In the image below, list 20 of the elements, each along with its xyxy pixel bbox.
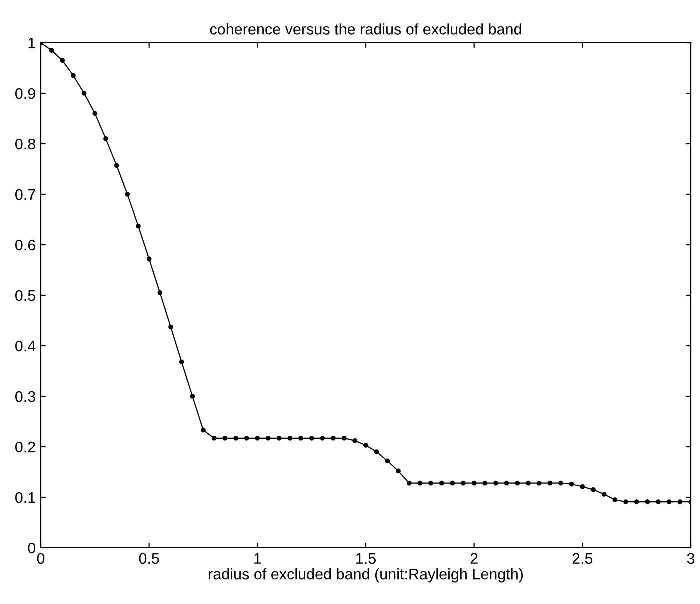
x-axis-title: radius of excluded band (unit:Rayleigh Length) [209,568,524,583]
x-tick-label: 1 [254,553,262,564]
y-tick-label: 0.1 [16,492,36,504]
x-tick-label: 0 [37,553,45,564]
y-tick-label: 0.3 [16,391,36,402]
y-tick-label: 0.5 [16,290,36,302]
x-tick-label: 0.5 [139,553,160,564]
y-tick-label: 0.2 [16,442,36,453]
y-tick-label: 0.4 [16,340,36,352]
x-tick-label: 2.5 [572,553,593,564]
chart-title: coherence versus the radius of excluded band [210,24,522,35]
y-tick-label: 0.8 [16,138,36,150]
x-tick-label: 3 [687,553,695,564]
y-tick-label: 0 [28,542,36,554]
y-tick-label: 0.7 [16,189,36,200]
y-tick-label: 0.6 [16,240,36,251]
x-tick-label: 2 [470,553,478,564]
y-tick-label: 1 [28,38,36,49]
x-tick-label: 1.5 [356,553,376,564]
y-tick-label: 0.9 [16,88,36,100]
